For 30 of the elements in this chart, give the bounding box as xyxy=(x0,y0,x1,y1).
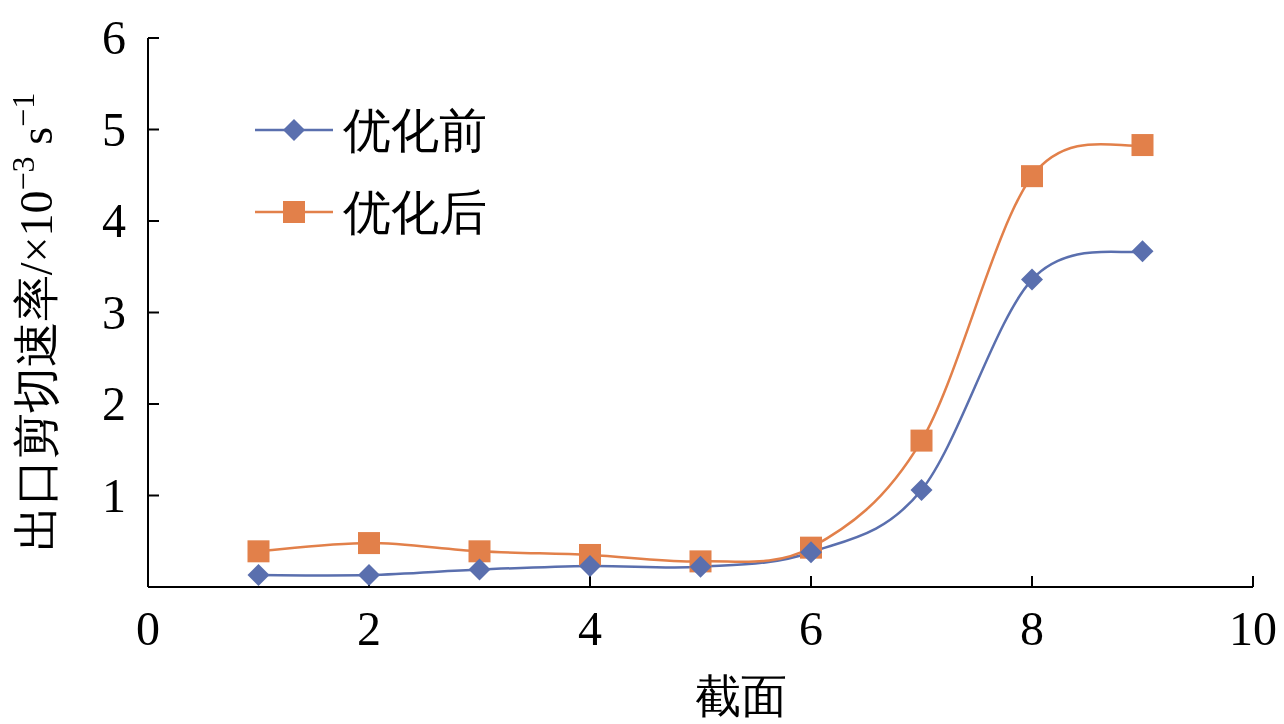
point xyxy=(247,564,270,587)
point xyxy=(358,532,380,555)
y-tick-label: 5 xyxy=(102,102,126,156)
point xyxy=(800,541,822,564)
point xyxy=(468,558,491,581)
point xyxy=(579,554,601,577)
x-tick-label: 8 xyxy=(1020,602,1044,655)
legend-label: 优化后 xyxy=(343,186,487,239)
x-tick-label: 10 xyxy=(1229,602,1277,655)
x-axis-title: 截面 xyxy=(694,671,787,722)
point xyxy=(358,564,380,587)
point xyxy=(1131,240,1154,263)
y-tick-label: 3 xyxy=(102,285,126,339)
point xyxy=(247,540,270,563)
x-tick-label: 2 xyxy=(357,602,381,655)
y-tick-label: 1 xyxy=(102,468,126,522)
point xyxy=(1021,268,1043,291)
x-tick-label: 6 xyxy=(799,602,823,655)
x-tick-label: 4 xyxy=(578,602,602,655)
y-tick-label: 6 xyxy=(102,11,126,64)
y-tick-label: 2 xyxy=(102,377,126,430)
y-tick-label: 4 xyxy=(102,194,126,247)
point xyxy=(910,429,933,452)
point xyxy=(910,479,933,502)
x-tick-label: 0 xyxy=(136,602,160,655)
point xyxy=(1021,165,1043,188)
legend-label: 优化前 xyxy=(343,104,487,157)
point xyxy=(689,555,712,578)
point xyxy=(1131,134,1154,157)
point xyxy=(468,540,491,563)
